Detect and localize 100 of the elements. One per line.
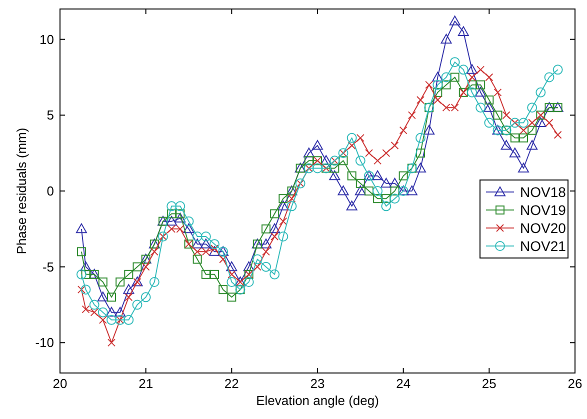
point (468, 80, 476, 90)
point (408, 111, 416, 120)
point (381, 201, 392, 212)
point (167, 209, 176, 218)
point (466, 64, 478, 74)
point (364, 186, 374, 196)
point (468, 73, 476, 82)
point (390, 194, 400, 204)
point (432, 80, 443, 90)
point (108, 338, 116, 347)
point (76, 223, 87, 234)
point (518, 118, 528, 128)
point (200, 232, 211, 242)
point (278, 200, 289, 210)
point (552, 64, 563, 75)
point (527, 102, 538, 113)
point (81, 270, 90, 279)
point (545, 118, 554, 127)
point (77, 286, 86, 294)
point (116, 278, 125, 286)
legend-label: NOV20 (520, 220, 566, 236)
point (528, 126, 537, 135)
point (278, 232, 288, 242)
point (106, 314, 116, 325)
y-tick-label: 10 (40, 32, 54, 47)
point (140, 292, 151, 302)
point (442, 80, 451, 90)
point (416, 132, 426, 143)
point (210, 239, 220, 250)
point (338, 186, 349, 196)
point (329, 170, 340, 180)
point (262, 224, 270, 234)
point (338, 156, 348, 166)
point (142, 262, 150, 271)
point (356, 178, 365, 188)
point (494, 88, 502, 96)
x-tick-label: 20 (52, 376, 68, 391)
point (398, 171, 408, 180)
point (416, 148, 425, 158)
point (346, 132, 357, 143)
point (124, 293, 133, 302)
point (476, 102, 486, 113)
point (184, 216, 194, 226)
point (347, 171, 356, 180)
point (372, 186, 383, 196)
point (226, 261, 238, 272)
point (98, 278, 108, 286)
point (476, 66, 485, 74)
point (175, 201, 186, 212)
point (97, 292, 108, 302)
point (493, 110, 502, 120)
point (365, 149, 373, 158)
point (210, 270, 219, 279)
point (123, 284, 134, 294)
point (226, 277, 237, 287)
point (312, 140, 323, 150)
point (269, 223, 280, 234)
x-tick-label: 21 (138, 376, 154, 391)
point (200, 238, 212, 248)
point (449, 16, 460, 26)
point (227, 292, 236, 302)
point (374, 156, 382, 165)
point (82, 305, 90, 314)
point (219, 255, 228, 264)
point (80, 284, 91, 295)
point (526, 140, 538, 150)
point (476, 80, 486, 90)
point (416, 96, 424, 104)
point (356, 134, 364, 142)
point (399, 126, 408, 134)
y-tick-label: 0 (46, 184, 54, 198)
point (424, 124, 435, 135)
point (90, 308, 98, 316)
point (114, 306, 126, 317)
point (510, 133, 520, 142)
point (382, 149, 390, 158)
point (535, 117, 546, 127)
x-tick-label: 23 (310, 376, 325, 391)
point (372, 170, 384, 180)
point (288, 194, 296, 203)
legend-label: NOV18 (520, 184, 566, 200)
point (270, 269, 280, 280)
point (192, 238, 203, 248)
point (484, 118, 494, 128)
point (278, 194, 288, 204)
point (485, 73, 494, 82)
point (252, 254, 262, 264)
point (228, 270, 236, 278)
point (279, 217, 288, 226)
point (554, 130, 562, 139)
point (192, 254, 202, 264)
point (201, 270, 210, 279)
point (150, 248, 158, 256)
point (475, 86, 486, 97)
x-axis-title: Elevation angle (deg) (256, 393, 379, 408)
point (536, 87, 546, 98)
point (373, 194, 382, 204)
point (132, 262, 142, 272)
point (149, 277, 160, 287)
point (354, 186, 366, 196)
